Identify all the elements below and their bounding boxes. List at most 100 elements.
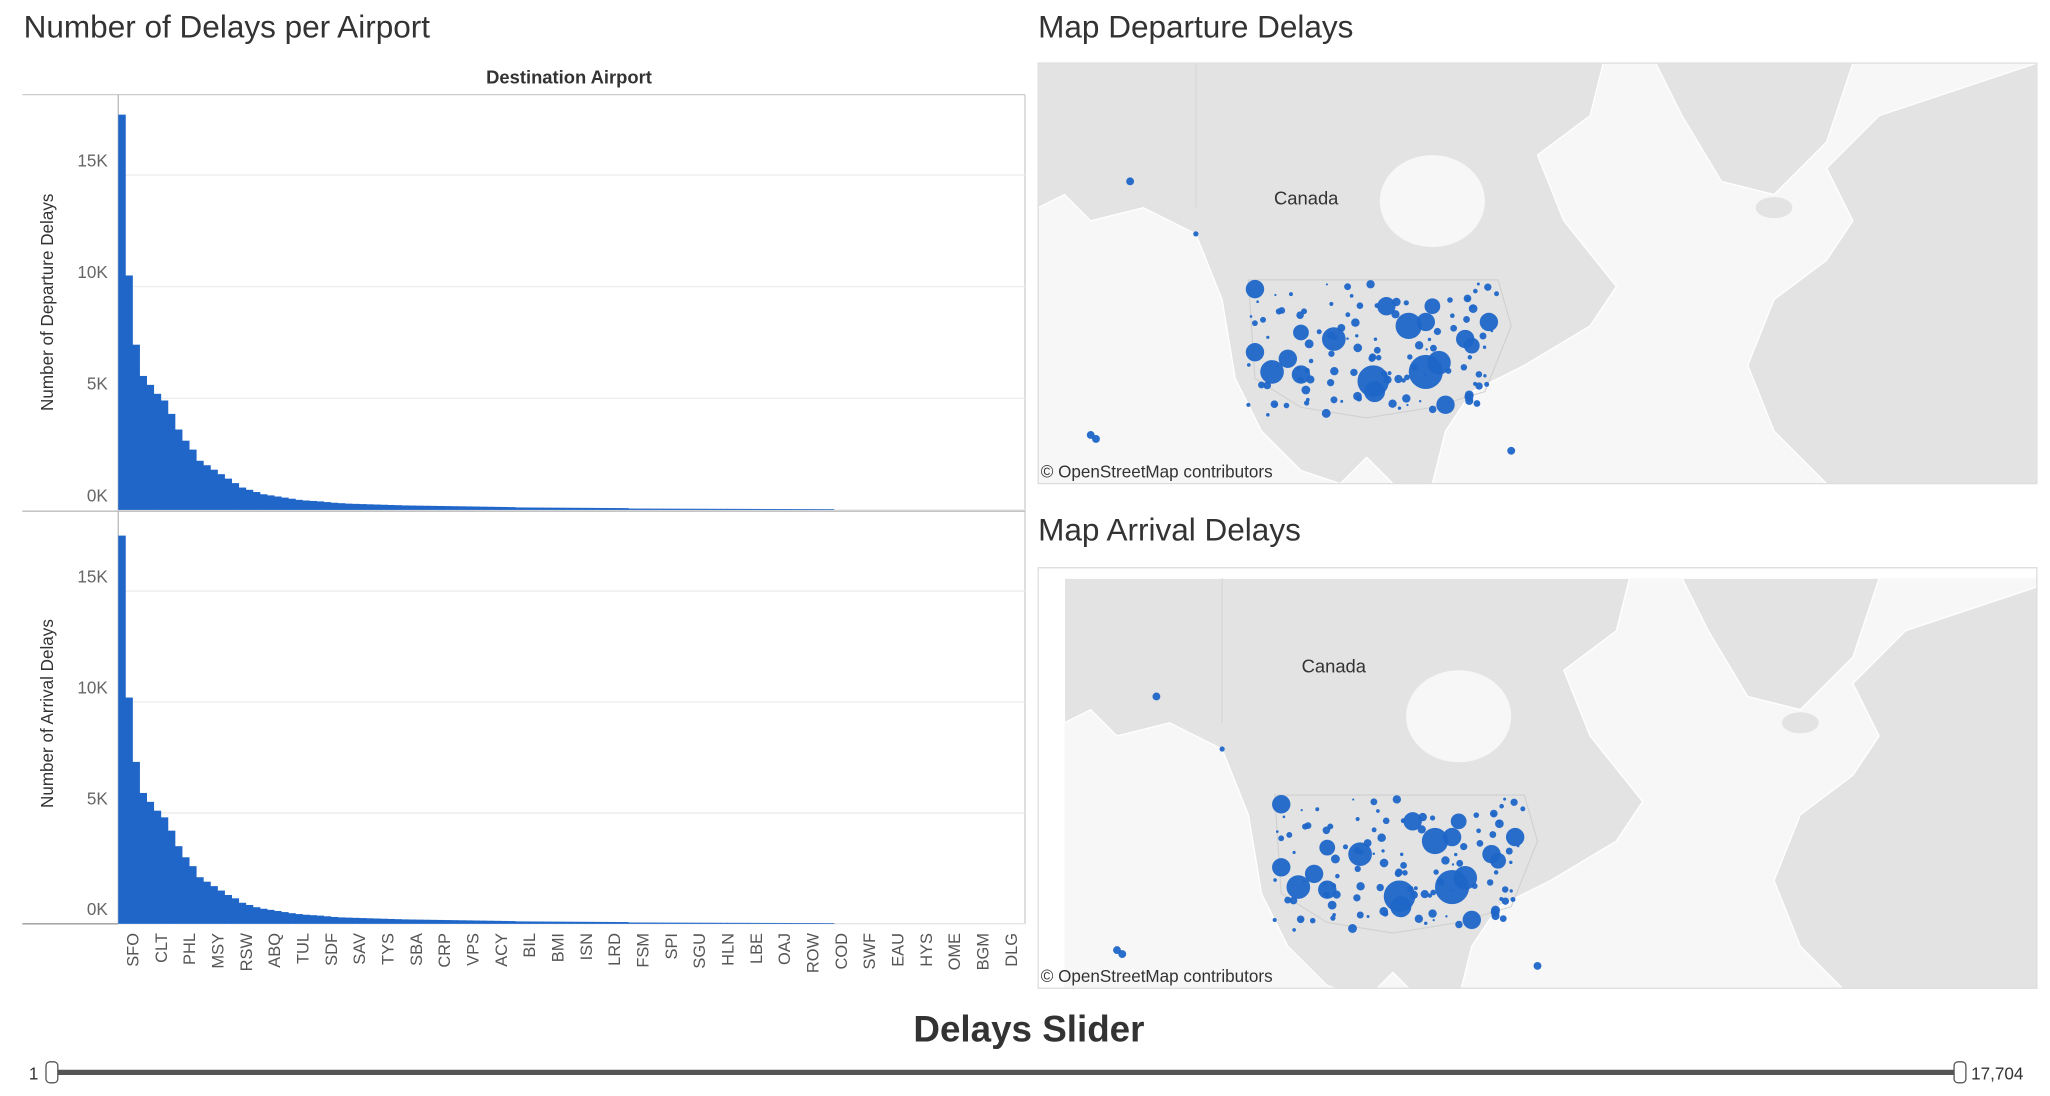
bar bbox=[323, 502, 332, 510]
airport-dot bbox=[1373, 346, 1381, 354]
airport-dot bbox=[1260, 316, 1267, 323]
airport-dot bbox=[1266, 335, 1270, 339]
slider-handle[interactable] bbox=[45, 1061, 59, 1084]
airport-dot bbox=[1356, 882, 1365, 891]
bar bbox=[295, 914, 303, 924]
airport-dot bbox=[1376, 809, 1380, 813]
bar bbox=[288, 498, 296, 510]
bar bbox=[352, 503, 360, 510]
bar bbox=[316, 915, 325, 924]
airport-dot bbox=[1330, 366, 1339, 376]
airport-dot bbox=[1302, 823, 1309, 830]
airport-dot bbox=[1282, 815, 1286, 819]
x-tick-label: HLN bbox=[720, 933, 738, 966]
x-tick-label: RSW bbox=[238, 933, 256, 972]
bar bbox=[706, 922, 714, 924]
airport-dot bbox=[1476, 828, 1481, 834]
x-tick-label: FSM bbox=[635, 933, 653, 968]
airport-dot bbox=[1266, 412, 1270, 417]
bar bbox=[592, 921, 601, 924]
bar bbox=[500, 920, 509, 924]
bar bbox=[762, 922, 771, 924]
y-tick-label: 0K bbox=[87, 900, 108, 919]
airport-dot bbox=[1275, 308, 1283, 315]
airport-dot bbox=[1416, 312, 1435, 332]
bar bbox=[585, 507, 594, 510]
bar bbox=[812, 509, 820, 510]
bar bbox=[167, 830, 176, 924]
airport-dot bbox=[1348, 842, 1372, 867]
x-tick-label: HYS bbox=[918, 933, 936, 967]
airport-dot bbox=[1520, 806, 1526, 812]
airport-dot bbox=[1417, 825, 1426, 834]
bar bbox=[217, 890, 225, 924]
airport-dot bbox=[1308, 358, 1314, 364]
x-tick-label: BGM bbox=[975, 933, 993, 970]
bar bbox=[189, 449, 197, 510]
bar bbox=[500, 506, 509, 510]
bar bbox=[458, 506, 466, 510]
airport-dot bbox=[1309, 917, 1316, 924]
airport-dot bbox=[1335, 873, 1340, 879]
airport-dot bbox=[1372, 852, 1376, 855]
bar bbox=[465, 920, 473, 924]
airport-dot bbox=[1436, 395, 1455, 414]
x-tick-label: BMI bbox=[550, 933, 568, 962]
map[interactable] bbox=[1038, 63, 2037, 484]
bar bbox=[203, 465, 211, 510]
map[interactable] bbox=[1063, 577, 2050, 999]
airport-dot bbox=[1505, 847, 1513, 855]
airport-dot bbox=[1330, 396, 1338, 404]
airport-dot bbox=[1456, 859, 1464, 867]
airport-dot bbox=[1321, 327, 1346, 351]
bar bbox=[472, 506, 480, 510]
bar bbox=[444, 506, 452, 510]
airport-dot bbox=[1355, 334, 1359, 338]
airport-dot bbox=[1420, 890, 1429, 899]
bar bbox=[706, 508, 714, 510]
airport-dot bbox=[1278, 349, 1298, 368]
airport-dot bbox=[1433, 327, 1442, 336]
bar bbox=[699, 508, 707, 510]
bar bbox=[210, 469, 218, 510]
bar bbox=[174, 429, 183, 510]
x-tick-label: CRP bbox=[436, 933, 454, 968]
bar bbox=[557, 507, 565, 510]
airport-dot bbox=[1327, 900, 1337, 910]
airport-dot bbox=[1332, 913, 1336, 917]
bar bbox=[387, 918, 395, 924]
airport-dot bbox=[1296, 311, 1304, 319]
bar bbox=[302, 500, 310, 510]
x-tick-label: DLG bbox=[1003, 933, 1021, 967]
airport-dot bbox=[1304, 864, 1324, 884]
airport-dot bbox=[1245, 343, 1265, 362]
bar bbox=[628, 922, 636, 924]
airport-dot bbox=[1501, 897, 1510, 905]
bar bbox=[401, 505, 410, 510]
y-tick-label: 10K bbox=[77, 678, 108, 697]
airport-dot bbox=[1260, 360, 1284, 384]
bar bbox=[514, 921, 523, 924]
airport-dot bbox=[1321, 408, 1331, 418]
bar bbox=[203, 881, 211, 924]
slider-handle[interactable] bbox=[1953, 1061, 1967, 1084]
bar bbox=[493, 506, 502, 510]
bar bbox=[274, 910, 282, 924]
x-tick-label: SWF bbox=[861, 933, 879, 969]
airport-dots bbox=[1086, 177, 1516, 455]
bar bbox=[259, 908, 268, 924]
y-axis-label: Number of Arrival Delays bbox=[38, 619, 57, 808]
airport-dot bbox=[1427, 350, 1451, 375]
bar bbox=[536, 921, 544, 924]
bar bbox=[217, 474, 225, 510]
bar bbox=[118, 535, 126, 924]
airport-dot bbox=[1455, 920, 1463, 929]
bar bbox=[153, 393, 162, 510]
airport-dot bbox=[1373, 337, 1378, 341]
airport-dot bbox=[1402, 870, 1408, 876]
bar bbox=[422, 505, 431, 510]
airport-dot bbox=[1364, 381, 1386, 403]
bar bbox=[429, 505, 438, 510]
airport-dot bbox=[1350, 368, 1358, 377]
